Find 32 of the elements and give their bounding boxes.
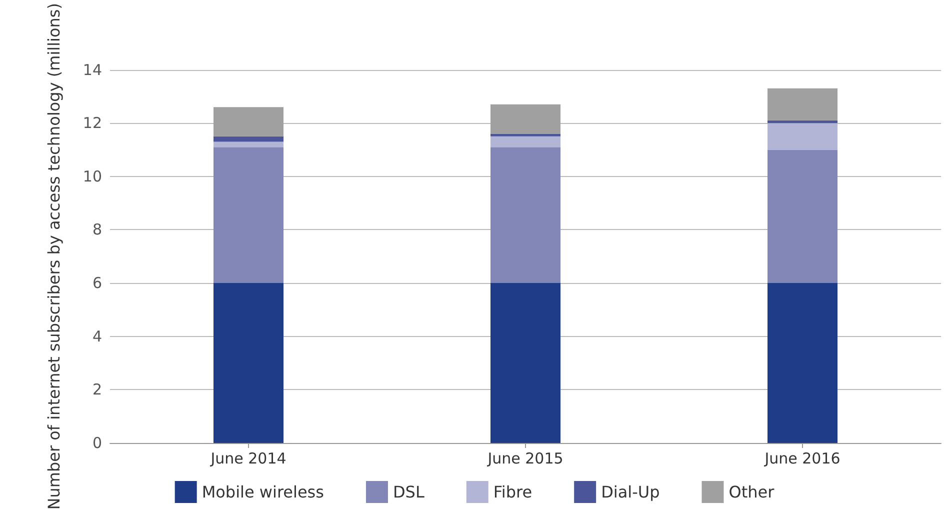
y-tick-label: 14 — [82, 60, 102, 79]
bar — [490, 134, 560, 136]
y-tick-label: 4 — [92, 327, 102, 346]
bar — [490, 147, 560, 284]
bar — [768, 88, 838, 120]
bar — [490, 136, 560, 148]
legend-label: Fibre — [493, 482, 532, 502]
y-tick-label: 6 — [92, 274, 102, 292]
y-tick-label: 2 — [92, 380, 102, 399]
y-tick-label: 12 — [82, 114, 102, 132]
bar — [214, 107, 284, 136]
bar — [214, 136, 284, 142]
x-tick-label: June 2014 — [210, 450, 286, 468]
bar — [768, 283, 838, 443]
y-axis-title: Number of internet subscribers by access technology (millions) — [44, 2, 64, 510]
x-tick-label: June 2016 — [764, 450, 840, 468]
legend-label: Mobile wireless — [202, 482, 324, 502]
bar — [768, 123, 838, 150]
bar — [214, 142, 284, 148]
x-tick-label: June 2015 — [486, 450, 564, 468]
bar — [490, 283, 560, 443]
bar — [214, 147, 284, 284]
legend-label: Dial-Up — [601, 482, 660, 502]
legend-label: Other — [728, 482, 775, 502]
y-tick-label: 10 — [82, 167, 102, 186]
bar — [768, 120, 838, 124]
y-tick-label: 8 — [92, 220, 102, 239]
bar — [214, 283, 284, 443]
legend-label: DSL — [392, 482, 424, 502]
bar — [490, 104, 560, 134]
bar — [768, 150, 838, 284]
y-tick-label: 0 — [92, 434, 102, 452]
